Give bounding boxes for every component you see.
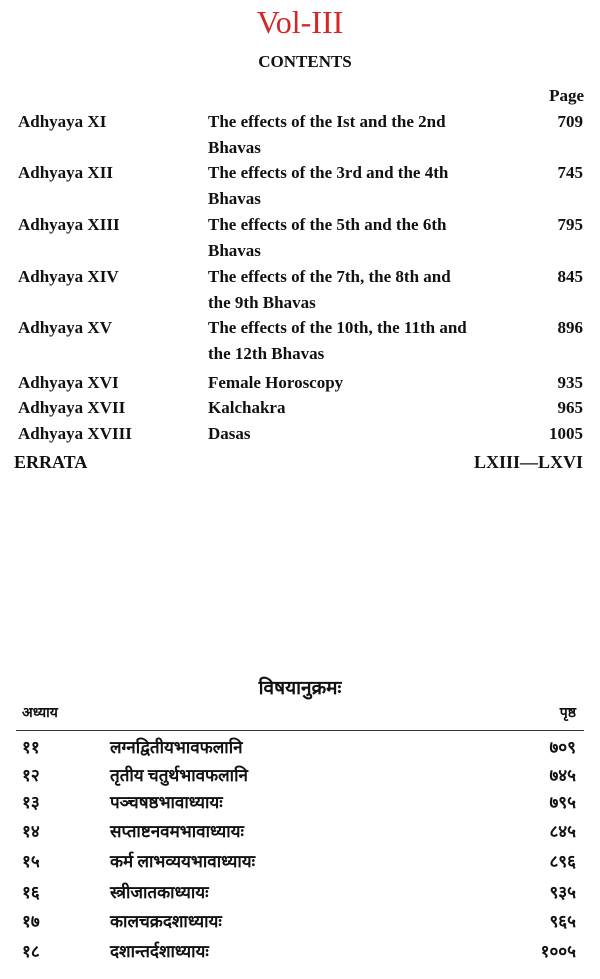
hindi-number: १८ <box>22 942 40 961</box>
contents-heading: CONTENTS <box>258 52 352 71</box>
hindi-title: दशान्तर्दशाध्यायः <box>110 942 209 961</box>
hindi-page: ९६५ <box>549 912 576 931</box>
chapter-title: Bhavas <box>208 138 261 157</box>
chapter: Adhyaya XVIII <box>18 424 132 443</box>
hindi-number: १४ <box>22 822 40 841</box>
errata-page: LXIII—LXVI <box>473 452 583 472</box>
chapter: Adhyaya XI <box>18 112 107 131</box>
chapter: Adhyaya XII <box>18 163 113 182</box>
errata-label: ERRATA <box>14 452 88 472</box>
hindi-title: कर्म लाभव्ययभावाध्यायः <box>110 852 256 871</box>
hindi-page: ७९५ <box>549 793 576 812</box>
hindi-number: १६ <box>22 883 40 902</box>
hindi-number: ११ <box>22 738 40 757</box>
chapter-title: The effects of the 7th, the 8th and <box>208 267 451 286</box>
page-number: 795 <box>557 215 584 234</box>
page-number: 845 <box>557 267 584 286</box>
hindi-page: ७४५ <box>549 766 576 785</box>
page-number: 709 <box>557 112 584 131</box>
page-number: 965 <box>557 398 584 417</box>
hindi-title: पञ्चषष्ठभावाध्यायः <box>110 793 223 812</box>
page-number: 896 <box>557 318 584 337</box>
hindi-page: ७०९ <box>549 738 576 757</box>
chapter: Adhyaya XVII <box>18 398 126 417</box>
hindi-title: कालचक्रदशाध्यायः <box>110 912 222 931</box>
volume-title: Vol-III <box>256 4 344 40</box>
hindi-number: १५ <box>22 852 40 871</box>
chapter-title: the 12th Bhavas <box>208 344 325 363</box>
hindi-col-left: अध्याय <box>22 706 58 721</box>
page-number: 1005 <box>549 424 583 443</box>
chapter-title: the 9th Bhavas <box>208 293 316 312</box>
chapter-title: The effects of the 3rd and the 4th <box>208 163 449 182</box>
hindi-title: तृतीय चतुर्थभावफलानि <box>110 766 248 785</box>
page-number: 745 <box>557 163 584 182</box>
hindi-title: सप्ताष्टनवमभावाध्यायः <box>110 822 244 841</box>
chapter: Adhyaya XIV <box>18 267 119 286</box>
chapter: Adhyaya XVI <box>18 373 119 392</box>
chapter-title: The effects of the 5th and the 6th <box>208 215 447 234</box>
chapter: Adhyaya XV <box>18 318 112 337</box>
hindi-number: १७ <box>22 912 40 931</box>
hindi-number: १३ <box>22 793 40 812</box>
hindi-number: १२ <box>22 766 40 785</box>
chapter-title: Dasas <box>208 424 251 443</box>
hindi-title: स्त्रीजातकाध्यायः <box>110 883 209 902</box>
hindi-col-right: पृष्ठ <box>559 706 576 721</box>
chapter-title: Bhavas <box>208 189 261 208</box>
hindi-page: ८४५ <box>549 822 576 841</box>
hindi-page: ८९६ <box>549 852 576 871</box>
hindi-title: लग्नद्वितीयभावफलानि <box>110 738 243 757</box>
separator <box>16 730 584 731</box>
chapter-title: Kalchakra <box>208 398 286 417</box>
hindi-heading: विषयानुक्रमः <box>258 678 342 699</box>
chapter: Adhyaya XIII <box>18 215 120 234</box>
page-label: Page <box>549 86 584 105</box>
page-number: 935 <box>557 373 584 392</box>
chapter-title: The effects of the 10th, the 11th and <box>208 318 467 337</box>
chapter-title: Female Horoscopy <box>208 373 344 392</box>
chapter-title: Bhavas <box>208 241 261 260</box>
chapter-title: The effects of the Ist and the 2nd <box>208 112 446 131</box>
hindi-page: ९३५ <box>549 883 576 902</box>
hindi-page: १००५ <box>540 942 576 961</box>
